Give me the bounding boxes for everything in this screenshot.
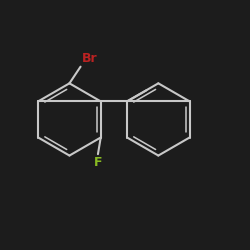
Text: F: F (94, 156, 102, 168)
Text: Br: Br (82, 52, 98, 65)
